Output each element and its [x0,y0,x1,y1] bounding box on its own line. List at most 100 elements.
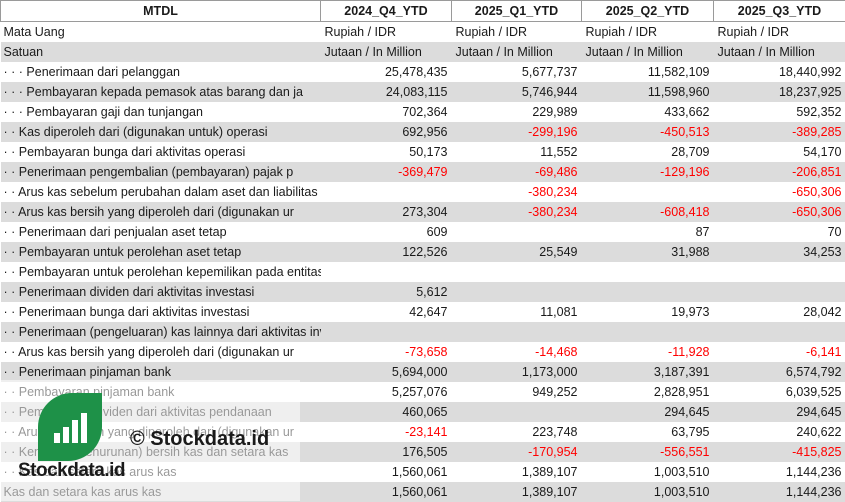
table-cell: 1,003,510 [582,482,714,502]
table-cell: -380,234 [452,202,582,222]
table-cell [582,262,714,282]
table-cell [714,282,845,302]
table-cell: 42,647 [321,302,452,322]
table-row: · · Arus kas sebelum perubahan dalam ase… [1,182,845,202]
table-cell: -170,954 [452,442,582,462]
table-cell: 19,973 [582,302,714,322]
table-cell: Jutaan / In Million [582,42,714,62]
table-cell: 1,144,236 [714,462,845,482]
table-row: · · · Pembayaran kepada pemasok atas bar… [1,82,845,102]
table-cell: 6,039,525 [714,382,845,402]
bar-chart-icon [50,407,90,447]
table-cell: -23,141 [321,422,452,442]
table-cell: 5,612 [321,282,452,302]
header-cell[interactable]: 2025_Q1_YTD [452,1,582,22]
table-cell: 25,549 [452,242,582,262]
table-cell: Rupiah / IDR [321,22,452,43]
table-cell: 240,622 [714,422,845,442]
table-cell: -650,306 [714,182,845,202]
table-cell: 609 [321,222,452,242]
table-cell: -369,479 [321,162,452,182]
table-cell: Jutaan / In Million [452,42,582,62]
row-label: · · Penerimaan (pengeluaran) kas lainnya… [1,322,321,342]
row-label: · · Arus kas sebelum perubahan dalam ase… [1,182,321,202]
row-label: · · Pembayaran bunga dari aktivitas oper… [1,142,321,162]
table-cell: 433,662 [582,102,714,122]
table-cell: -14,468 [452,342,582,362]
table-cell: 949,252 [452,382,582,402]
table-cell: Rupiah / IDR [582,22,714,43]
table-row: · · Penerimaan dividen dari aktivitas in… [1,282,845,302]
table-cell [452,322,582,342]
row-label: Satuan [1,42,321,62]
table-cell: 592,352 [714,102,845,122]
row-label: · · Penerimaan dari penjualan aset tetap [1,222,321,242]
table-cell: 5,677,737 [452,62,582,82]
table-cell [582,282,714,302]
table-cell: -299,196 [452,122,582,142]
table-cell [321,182,452,202]
table-cell: 28,042 [714,302,845,322]
table-cell: 6,574,792 [714,362,845,382]
table-cell [452,222,582,242]
table-row: · · Penerimaan bunga dari aktivitas inve… [1,302,845,322]
header-row: MTDL 2024_Q4_YTD 2025_Q1_YTD 2025_Q2_YTD… [1,1,845,22]
table-cell: -650,306 [714,202,845,222]
header-cell[interactable]: 2025_Q3_YTD [714,1,845,22]
header-cell[interactable]: 2024_Q4_YTD [321,1,452,22]
table-cell [714,262,845,282]
table-row: · · Pembayaran bunga dari aktivitas oper… [1,142,845,162]
row-label: · · Pembayaran untuk perolehan aset teta… [1,242,321,262]
table-cell: 87 [582,222,714,242]
row-label: · · · Penerimaan dari pelanggan [1,62,321,82]
table-cell: 34,253 [714,242,845,262]
table-cell: 1,560,061 [321,462,452,482]
table-cell: 11,582,109 [582,62,714,82]
table-cell [321,262,452,282]
row-label: · · · Pembayaran kepada pemasok atas bar… [1,82,321,102]
table-cell: 702,364 [321,102,452,122]
table-cell: 11,598,960 [582,82,714,102]
table-cell: 1,003,510 [582,462,714,482]
row-label: · · Pembayaran untuk perolehan kepemilik… [1,262,321,282]
header-cell[interactable]: MTDL [1,1,321,22]
row-label: · · Penerimaan bunga dari aktivitas inve… [1,302,321,322]
table-cell: -450,513 [582,122,714,142]
table-cell: 2,828,951 [582,382,714,402]
table-cell: -389,285 [714,122,845,142]
table-cell: -69,486 [452,162,582,182]
table-cell: Rupiah / IDR [714,22,845,43]
table-cell: -11,928 [582,342,714,362]
table-row: · · Penerimaan pengembalian (pembayaran)… [1,162,845,182]
table-cell: 11,081 [452,302,582,322]
table-cell: 18,440,992 [714,62,845,82]
row-label: · · Penerimaan pinjaman bank [1,362,321,382]
table-cell: 294,645 [582,402,714,422]
table-row: · · Kas diperoleh dari (digunakan untuk)… [1,122,845,142]
table-cell: Rupiah / IDR [452,22,582,43]
table-cell: Jutaan / In Million [714,42,845,62]
table-cell: 223,748 [452,422,582,442]
table-cell: 229,989 [452,102,582,122]
table-cell: 692,956 [321,122,452,142]
table-cell: 24,083,115 [321,82,452,102]
table-cell: -6,141 [714,342,845,362]
table-cell [582,322,714,342]
row-label: · · Penerimaan pengembalian (pembayaran)… [1,162,321,182]
table-cell: 70 [714,222,845,242]
table-cell: -608,418 [582,202,714,222]
watermark-copyright: © Stockdata.id [130,428,269,451]
row-label: Mata Uang [1,22,321,43]
table-cell: 54,170 [714,142,845,162]
table-row: · · Pembayaran untuk perolehan aset teta… [1,242,845,262]
table-cell: 294,645 [714,402,845,422]
table-row: · · Pembayaran untuk perolehan kepemilik… [1,262,845,282]
table-cell: 1,173,000 [452,362,582,382]
table-cell: 31,988 [582,242,714,262]
header-cell[interactable]: 2025_Q2_YTD [582,1,714,22]
table-cell: -206,851 [714,162,845,182]
